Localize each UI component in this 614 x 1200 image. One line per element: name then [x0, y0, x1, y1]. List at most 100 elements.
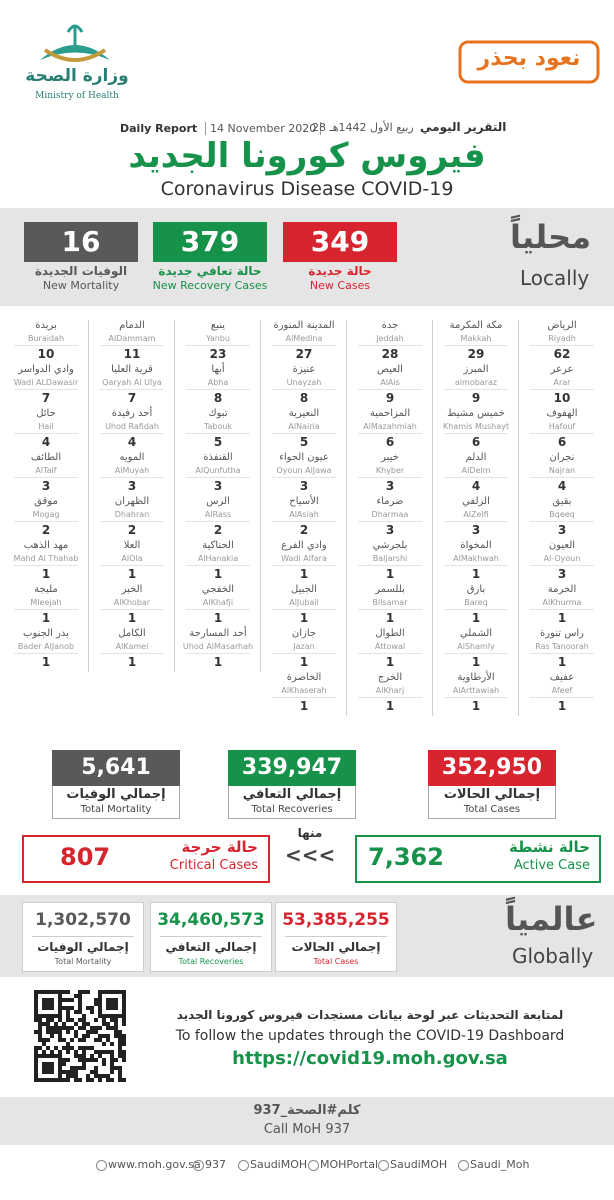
qr-module — [42, 1062, 46, 1066]
report-date: 14 November 2020 — [205, 122, 322, 135]
qr-module — [54, 1022, 58, 1026]
qr-module — [70, 1066, 74, 1070]
city-name-en: almobaraz — [454, 378, 498, 387]
qr-module — [66, 1014, 70, 1018]
qr-module — [54, 1014, 58, 1018]
city-count: 27 — [295, 347, 313, 361]
qr-module — [38, 1018, 42, 1022]
qr-module — [82, 1066, 86, 1070]
qr-module — [82, 1046, 86, 1050]
city-name-ar: قرية العليا — [111, 364, 153, 375]
qr-module — [66, 1010, 70, 1014]
qr-module — [114, 1058, 118, 1062]
qr-module — [42, 998, 46, 1002]
qr-module — [42, 1006, 46, 1010]
city-count: 1 — [471, 567, 481, 581]
qr-module — [82, 1050, 86, 1054]
qr-module — [98, 1078, 102, 1082]
qr-module — [58, 1062, 62, 1066]
city-count: 4 — [127, 435, 137, 449]
city-count: 1 — [127, 611, 137, 625]
qr-module — [46, 990, 50, 994]
qr-module — [42, 1078, 46, 1082]
city-count: 3 — [299, 479, 309, 493]
qr-module — [46, 1030, 50, 1034]
city-name-ar: بقيق — [552, 496, 572, 507]
qr-module — [50, 998, 54, 1002]
footer-icon — [308, 1160, 319, 1171]
qr-module — [74, 1010, 78, 1014]
city-name-en: Afeef — [551, 686, 573, 695]
qr-module — [118, 1054, 122, 1058]
column-divider — [518, 320, 519, 716]
qr-module — [34, 990, 38, 994]
city-name-ar: المزاحمية — [369, 408, 411, 419]
qr-module — [38, 1022, 42, 1026]
qr-module — [90, 1078, 94, 1082]
qr-module — [90, 1010, 94, 1014]
city-name-ar: جدة — [381, 320, 399, 331]
city-name-ar: بارق — [466, 584, 486, 595]
qr-module — [70, 1074, 74, 1078]
qr-module — [42, 1050, 46, 1054]
qr-module — [42, 1054, 46, 1058]
qr-module — [42, 1022, 46, 1026]
qr-module — [50, 1030, 54, 1034]
city-count: 4 — [41, 435, 51, 449]
cell-rule — [358, 389, 422, 390]
qr-module — [38, 1030, 42, 1034]
total-label-en: Total Cases — [463, 804, 521, 815]
qr-module — [62, 1046, 66, 1050]
city-name-en: AlOla — [121, 554, 143, 563]
qr-module — [82, 1018, 86, 1022]
qr-module — [90, 1026, 94, 1030]
qr-module — [86, 1046, 90, 1050]
qr-module — [102, 1058, 106, 1062]
qr-module — [58, 1054, 62, 1058]
city-name-en: Buraidah — [27, 334, 65, 343]
qr-module — [74, 1022, 78, 1026]
qr-module — [82, 1058, 86, 1062]
column-divider — [432, 320, 433, 716]
cell-rule — [530, 433, 594, 434]
total-box: 352,950 — [428, 750, 556, 786]
qr-module — [110, 1058, 114, 1062]
global-rule — [160, 936, 262, 937]
qr-module — [110, 1042, 114, 1046]
qr-module — [98, 1074, 102, 1078]
city-name-en: AlAsiah — [289, 510, 319, 519]
qr-module — [106, 1022, 110, 1026]
city-name-en: Ras Tanoorah — [535, 642, 589, 651]
qr-module — [122, 1010, 126, 1014]
footer-item: SaudiMOH — [390, 1158, 448, 1171]
city-name-ar: جازان — [291, 628, 317, 639]
qr-module — [122, 990, 126, 994]
qr-module — [58, 1010, 62, 1014]
city-name-en: Oyoun AlJawa — [276, 466, 332, 475]
qr-module — [74, 1050, 78, 1054]
cell-rule — [100, 565, 164, 566]
qr-module — [102, 1022, 106, 1026]
qr-module — [102, 1050, 106, 1054]
qr-module — [58, 1078, 62, 1082]
dashboard-en: To follow the updates through the COVID-… — [175, 1028, 565, 1044]
city-name-en: AlMuyah — [114, 466, 150, 475]
qr-module — [46, 998, 50, 1002]
title-ar: فيروس كورونا الجديد — [128, 136, 486, 176]
local-label-ar: محلياً — [510, 218, 592, 256]
footer-item: SaudiMOH — [250, 1158, 308, 1171]
city-name-ar: نجران — [549, 452, 575, 463]
qr-module — [58, 1018, 62, 1022]
qr-module — [58, 1038, 62, 1042]
city-name-ar: بللسمر — [375, 584, 405, 595]
qr-module — [58, 1066, 62, 1070]
city-count: 1 — [299, 655, 309, 669]
city-name-ar: أبها — [211, 364, 225, 375]
qr-module — [46, 1078, 50, 1082]
city-count: 9 — [385, 391, 395, 405]
qr-module — [70, 1070, 74, 1074]
city-count: 8 — [299, 391, 309, 405]
total-label-frame — [428, 786, 556, 819]
qr-module — [94, 1030, 98, 1034]
